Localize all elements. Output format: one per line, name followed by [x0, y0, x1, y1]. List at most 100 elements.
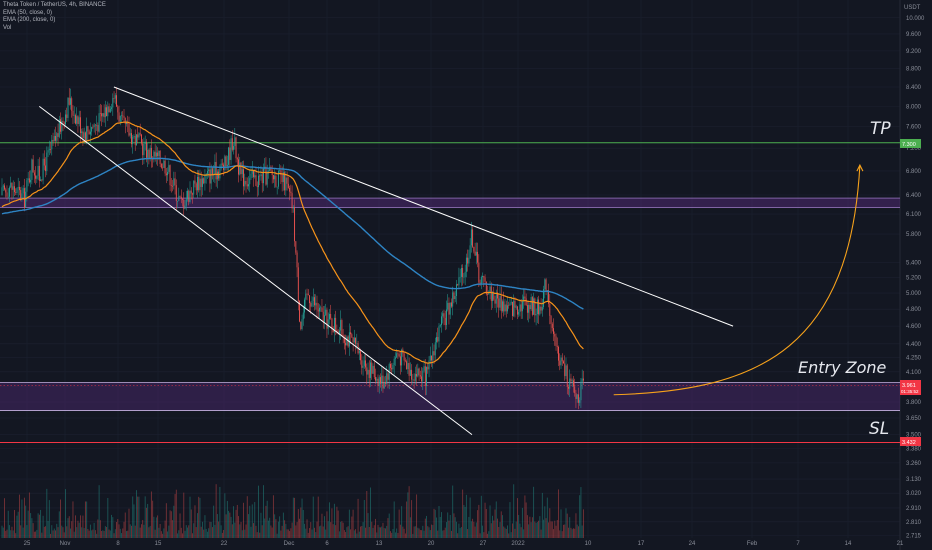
- volume-bar: [276, 533, 278, 538]
- volume-bar: [17, 511, 19, 538]
- volume-bar: [164, 520, 166, 538]
- candle-body: [443, 313, 445, 318]
- volume-bar: [523, 529, 525, 538]
- volume-bar: [114, 529, 116, 538]
- volume-bar: [362, 522, 364, 538]
- price-tick-label: 8.800: [906, 67, 922, 73]
- candle-body: [129, 133, 131, 136]
- volume-bar: [86, 501, 88, 538]
- volume-bar: [505, 528, 507, 538]
- volume-bar: [508, 533, 510, 538]
- volume-bar: [63, 532, 65, 538]
- candle-body: [528, 305, 530, 313]
- candle-body: [256, 185, 258, 188]
- volume-bar: [36, 529, 38, 538]
- volume-bar: [263, 485, 264, 538]
- volume-bar: [396, 528, 398, 538]
- candle-body: [555, 336, 557, 346]
- candle-body: [124, 117, 126, 125]
- volume-bar: [316, 521, 318, 538]
- volume-bar: [416, 494, 418, 538]
- volume-bar: [302, 509, 304, 538]
- candle-body: [91, 126, 93, 132]
- candle-body: [9, 187, 10, 197]
- candle-body: [206, 171, 208, 174]
- volume-bar: [299, 518, 301, 538]
- volume-bar: [470, 521, 472, 538]
- volume-bar: [513, 484, 515, 538]
- volume-bar: [449, 515, 451, 538]
- candle-body: [281, 174, 283, 183]
- volume-bar: [201, 521, 203, 538]
- candle-body: [15, 192, 17, 193]
- candle-body: [504, 304, 506, 312]
- ema-50-line: [1, 121, 584, 364]
- volume-bar: [551, 521, 553, 538]
- candle-body: [236, 158, 238, 160]
- volume-bar: [139, 527, 141, 538]
- indicator-ema50[interactable]: EMA (50, close, 0): [3, 9, 53, 16]
- volume-bar: [530, 522, 532, 538]
- volume-bar: [210, 521, 212, 538]
- price-tick-label: 3.800: [906, 400, 922, 406]
- candle-body: [332, 328, 334, 333]
- volume-bar: [79, 515, 81, 538]
- candle-body: [474, 251, 476, 256]
- volume-bar: [487, 533, 488, 538]
- candle-body: [36, 175, 38, 179]
- candle-body: [368, 369, 370, 378]
- candle-body: [10, 182, 12, 188]
- candle-body: [539, 306, 541, 315]
- candle-body: [123, 116, 125, 118]
- volume-bar: [99, 520, 101, 538]
- volume-bar: [514, 528, 516, 538]
- candle-body: [540, 306, 542, 311]
- candle-body: [361, 360, 363, 368]
- volume-bar: [6, 529, 8, 538]
- volume-bar: [84, 501, 86, 538]
- volume-bar: [228, 510, 230, 538]
- volume-bar: [62, 527, 64, 538]
- candle-body: [499, 296, 501, 308]
- candle-body: [351, 334, 353, 338]
- candle-body: [574, 386, 576, 393]
- volume-bar: [48, 500, 50, 538]
- volume-bar: [556, 520, 558, 538]
- candle-body: [306, 293, 308, 295]
- time-axis[interactable]: 25 Nov 8 15 22 Dec 6 13 20 27 2022 10 17 24 Feb 7 14 21: [24, 541, 904, 547]
- volume-bar: [568, 527, 569, 538]
- candle-body: [319, 307, 320, 312]
- symbol-title[interactable]: Theta Token / TetherUS, 4h, BINANCE: [3, 2, 106, 8]
- volume-bar: [25, 505, 27, 538]
- candle-body: [84, 132, 86, 141]
- candle-body: [463, 276, 465, 278]
- candle-body: [113, 97, 115, 99]
- volume-bar: [554, 520, 556, 538]
- price-axis[interactable]: 2.715 2.810 2.910 3.020 3.130 3.260 3.380 3.500…: [906, 16, 925, 540]
- price-tick-label: 6.400: [906, 193, 922, 199]
- candle-body: [331, 318, 333, 329]
- candle-body: [347, 336, 349, 347]
- candle-body: [290, 191, 292, 194]
- candle-body: [48, 149, 50, 151]
- volume-bar: [441, 512, 442, 538]
- volume-bar: [332, 524, 334, 538]
- candle-body: [470, 229, 472, 246]
- candle-body: [295, 241, 297, 253]
- volume-bar: [260, 512, 262, 538]
- candle-body: [27, 178, 29, 181]
- candle-body: [392, 364, 394, 370]
- indicator-volume[interactable]: Vol: [3, 24, 12, 31]
- candle-body: [291, 193, 293, 209]
- candle-body: [559, 360, 561, 366]
- indicator-ema200[interactable]: EMA (200, close, 0): [3, 17, 56, 23]
- volume-bar: [138, 496, 140, 538]
- candle-body: [76, 116, 78, 124]
- candle-body: [389, 364, 391, 368]
- price-tick-label: 8.400: [906, 85, 922, 91]
- candle-body: [526, 305, 528, 313]
- volume-bar: [370, 487, 371, 538]
- candle-body: [260, 174, 262, 176]
- candle-body: [436, 337, 437, 343]
